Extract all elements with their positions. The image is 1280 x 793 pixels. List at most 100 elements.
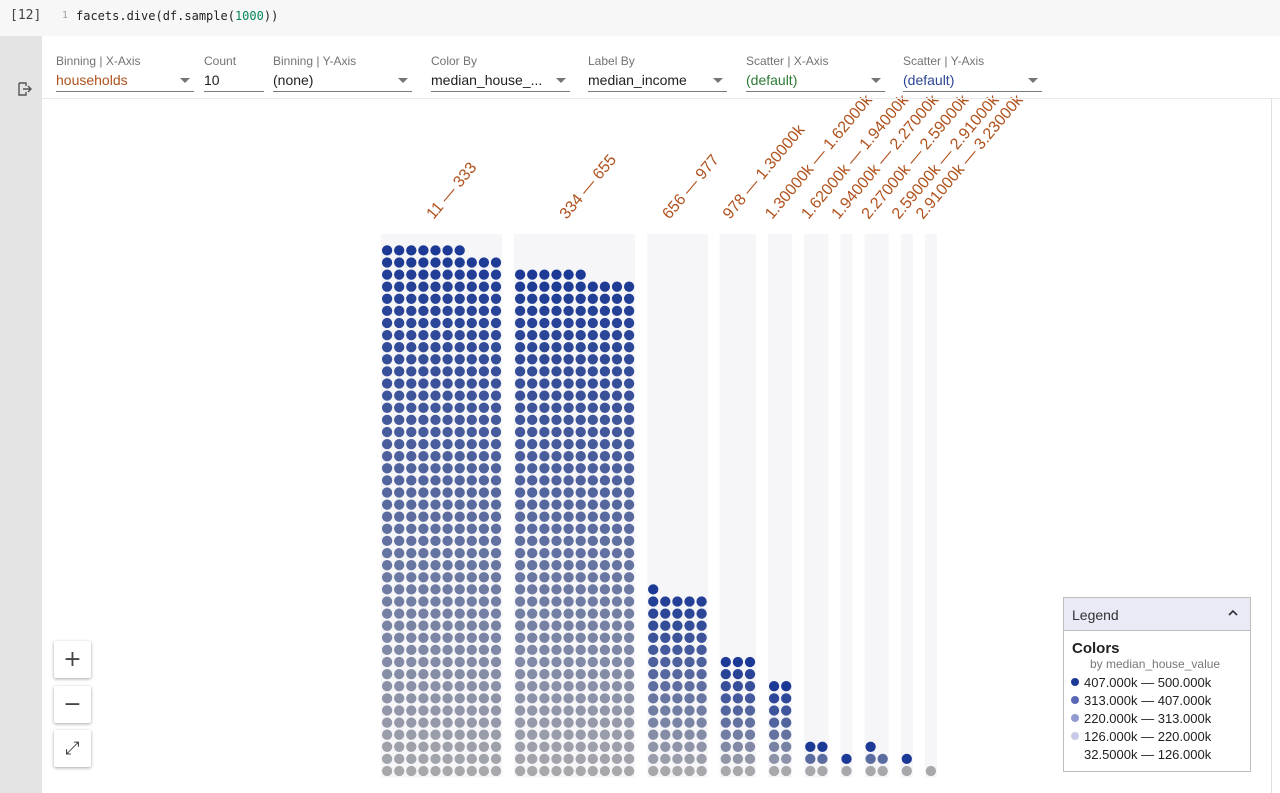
data-point[interactable] (442, 705, 453, 716)
data-point[interactable] (490, 269, 502, 280)
data-point[interactable] (478, 644, 490, 656)
data-point[interactable] (454, 438, 465, 450)
data-point[interactable] (805, 753, 816, 765)
data-point[interactable] (551, 765, 562, 777)
data-point[interactable] (381, 257, 393, 268)
data-point[interactable] (514, 305, 526, 317)
data-point[interactable] (611, 426, 623, 438)
data-point[interactable] (805, 765, 816, 777)
data-point[interactable] (599, 596, 611, 607)
data-point[interactable] (478, 342, 490, 353)
data-point[interactable] (527, 293, 538, 304)
data-point[interactable] (514, 511, 526, 522)
data-point[interactable] (442, 584, 453, 595)
data-point[interactable] (648, 656, 659, 668)
data-point[interactable] (454, 729, 465, 740)
data-point[interactable] (539, 560, 550, 571)
data-point[interactable] (442, 668, 453, 680)
data-point[interactable] (623, 342, 635, 353)
data-point[interactable] (466, 366, 477, 377)
data-point[interactable] (430, 463, 441, 474)
data-point[interactable] (406, 414, 417, 426)
data-point[interactable] (563, 753, 574, 765)
data-point[interactable] (527, 668, 538, 680)
data-point[interactable] (648, 765, 659, 777)
data-point[interactable] (394, 656, 405, 668)
data-point[interactable] (660, 620, 671, 631)
scatter-y-select[interactable]: Scatter | Y-Axis (default) (903, 54, 1042, 94)
data-point[interactable] (514, 596, 526, 607)
data-point[interactable] (430, 281, 441, 292)
data-point[interactable] (394, 329, 405, 341)
data-point[interactable] (454, 305, 465, 317)
data-point[interactable] (454, 596, 465, 607)
data-point[interactable] (418, 281, 429, 292)
data-point[interactable] (527, 281, 538, 292)
data-point[interactable] (466, 511, 477, 522)
data-point[interactable] (381, 305, 393, 317)
data-point[interactable] (430, 438, 441, 450)
data-point[interactable] (490, 293, 502, 304)
data-point[interactable] (684, 681, 695, 692)
data-point[interactable] (539, 741, 550, 752)
data-point[interactable] (454, 451, 465, 462)
data-point[interactable] (587, 584, 598, 595)
data-point[interactable] (418, 765, 429, 777)
data-point[interactable] (442, 560, 453, 571)
data-point[interactable] (744, 765, 756, 777)
data-point[interactable] (454, 547, 465, 559)
data-point[interactable] (418, 487, 429, 498)
data-point[interactable] (430, 390, 441, 401)
data-point[interactable] (490, 390, 502, 401)
data-point[interactable] (466, 378, 477, 389)
data-point[interactable] (563, 741, 574, 752)
data-point[interactable] (551, 281, 562, 292)
data-point[interactable] (539, 317, 550, 329)
data-point[interactable] (466, 584, 477, 595)
data-point[interactable] (478, 281, 490, 292)
data-point[interactable] (527, 317, 538, 329)
data-point[interactable] (563, 572, 574, 583)
data-point[interactable] (442, 426, 453, 438)
data-point[interactable] (599, 487, 611, 498)
data-point[interactable] (514, 572, 526, 583)
data-point[interactable] (430, 596, 441, 607)
data-point[interactable] (418, 451, 429, 462)
data-point[interactable] (563, 644, 574, 656)
data-point[interactable] (478, 572, 490, 583)
data-point[interactable] (611, 681, 623, 692)
data-point[interactable] (551, 547, 562, 559)
data-point[interactable] (623, 608, 635, 619)
data-point[interactable] (430, 729, 441, 740)
data-point[interactable] (394, 342, 405, 353)
data-point[interactable] (732, 717, 744, 728)
data-point[interactable] (394, 426, 405, 438)
data-point[interactable] (539, 451, 550, 462)
data-point[interactable] (490, 414, 502, 426)
data-point[interactable] (623, 511, 635, 522)
data-point[interactable] (563, 547, 574, 559)
data-point[interactable] (599, 608, 611, 619)
data-point[interactable] (551, 269, 562, 280)
data-point[interactable] (575, 535, 586, 547)
data-point[interactable] (732, 693, 744, 704)
data-point[interactable] (623, 414, 635, 426)
data-point[interactable] (575, 681, 586, 692)
data-point[interactable] (466, 438, 477, 450)
data-point[interactable] (587, 608, 598, 619)
data-point[interactable] (442, 451, 453, 462)
data-point[interactable] (623, 475, 635, 486)
data-point[interactable] (381, 560, 393, 571)
data-point[interactable] (539, 499, 550, 510)
data-point[interactable] (442, 535, 453, 547)
data-point[interactable] (418, 644, 429, 656)
data-point[interactable] (490, 656, 502, 668)
data-point[interactable] (587, 451, 598, 462)
data-point[interactable] (381, 378, 393, 389)
data-point[interactable] (611, 293, 623, 304)
data-point[interactable] (527, 475, 538, 486)
data-point[interactable] (466, 487, 477, 498)
data-point[interactable] (587, 414, 598, 426)
data-point[interactable] (684, 717, 695, 728)
data-point[interactable] (551, 681, 562, 692)
